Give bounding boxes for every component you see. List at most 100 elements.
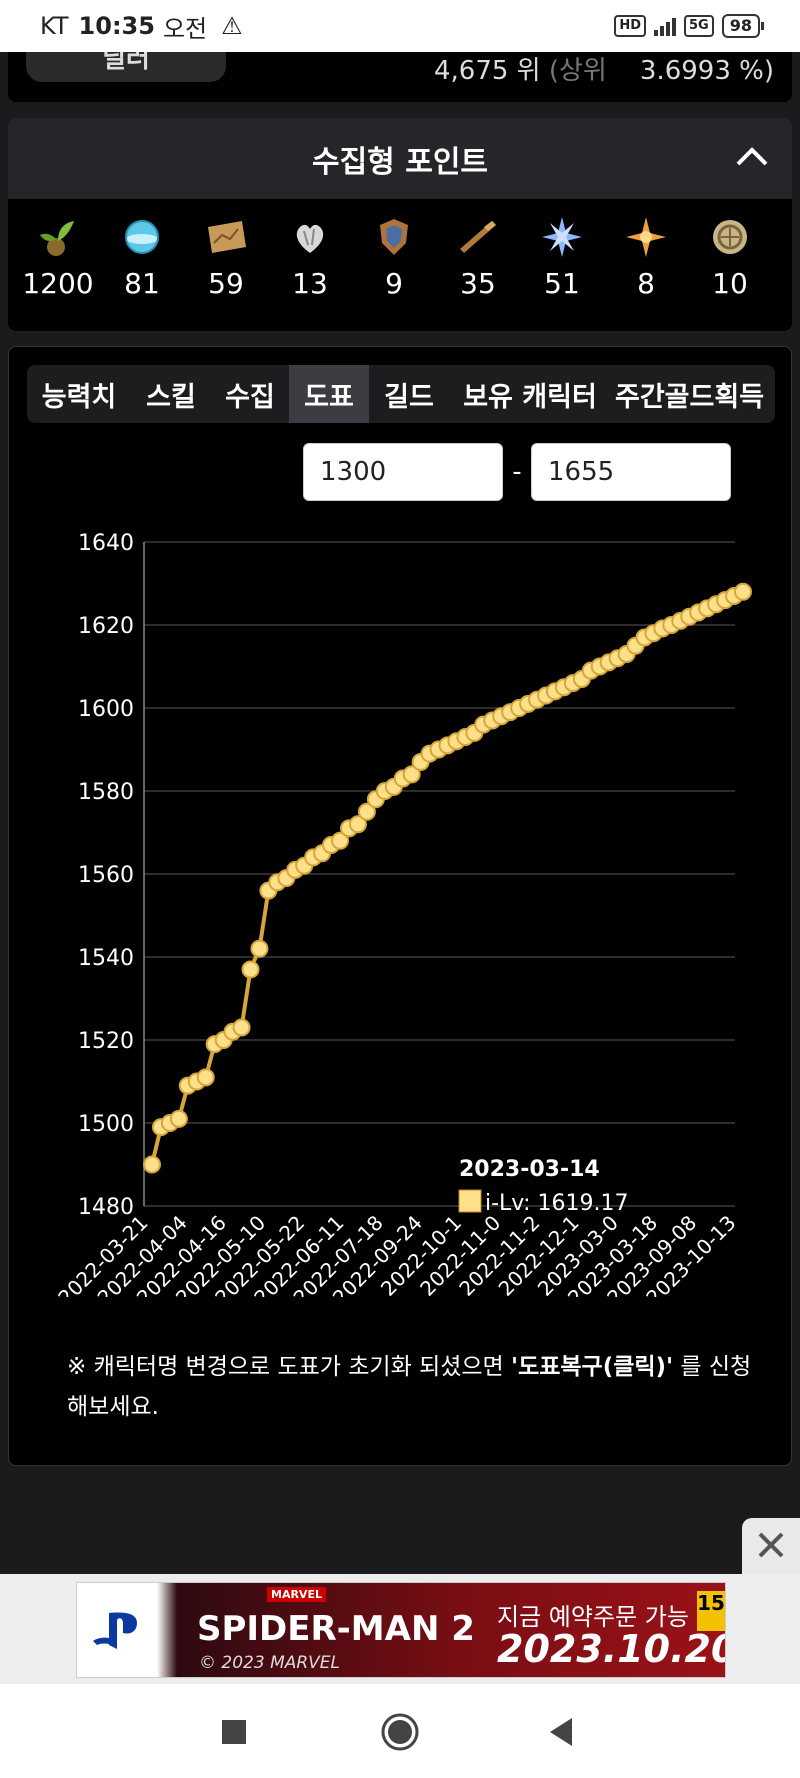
ad-close-button[interactable] [742, 1518, 800, 1576]
rank-note: (상위 [548, 56, 607, 86]
warning-icon: ⚠ [221, 12, 243, 40]
collection-section: 수집형 포인트 1200 81 59 13 9 [8, 118, 792, 331]
telescope-icon [460, 221, 496, 253]
collection-value: 51 [544, 267, 580, 300]
tab-collection[interactable]: 수집 [225, 381, 275, 413]
ad-banner[interactable]: MARVEL SPIDER-MAN 2 © 2023 MARVEL 지금 예약주… [76, 1582, 726, 1678]
collection-item-seed[interactable]: 1200 [16, 215, 100, 300]
collection-header[interactable]: 수집형 포인트 [8, 118, 792, 199]
rank-percent: 3.6993 %) [639, 56, 774, 86]
marvel-logo: MARVEL [267, 1587, 326, 1602]
collection-value: 81 [124, 267, 160, 300]
collection-item-medal[interactable]: 10 [688, 215, 772, 300]
y-tick-label: 1540 [78, 946, 134, 971]
tab-characters[interactable]: 보유 캐릭터 [463, 381, 597, 413]
nav-bar [0, 1684, 800, 1778]
item-level-chart[interactable]: 1480150015201540156015801600162016402022… [9, 497, 793, 1297]
data-point [348, 815, 367, 834]
data-point [196, 1068, 215, 1087]
collection-item-island-orb[interactable]: 81 [100, 215, 184, 300]
battery-icon: 98 [721, 14, 765, 38]
range-separator: - [512, 457, 522, 487]
series-line [150, 589, 744, 1165]
tab-bar: 능력치 스킬 수집 도표 길드 보유 캐릭터 주간골드획득 [27, 365, 775, 423]
tab-chart[interactable]: 도표 [289, 365, 369, 423]
rank-value: 4,675 위 [433, 56, 541, 86]
signal-icon [654, 16, 677, 36]
y-tick-label: 1500 [78, 1112, 134, 1137]
data-point [250, 939, 269, 958]
rank-card: 딜러 4,675 위 (상위 3.6993 %) [8, 52, 792, 102]
rank-text: 4,675 위 (상위 3.6993 %) [434, 50, 774, 87]
collection-value: 13 [292, 267, 328, 300]
collection-items: 1200 81 59 13 9 35 [8, 199, 792, 300]
collection-value: 1200 [22, 267, 94, 300]
data-point [143, 1155, 161, 1174]
crest-icon [380, 219, 408, 255]
data-point [241, 960, 260, 979]
collection-item-compass-star[interactable]: 8 [604, 215, 688, 300]
y-tick-label: 1620 [78, 614, 134, 639]
collection-title: 수집형 포인트 [311, 144, 489, 180]
range-from-input[interactable] [303, 443, 503, 501]
ad-banner-area: MARVEL SPIDER-MAN 2 © 2023 MARVEL 지금 예약주… [0, 1574, 800, 1684]
ad-copyright: © 2023 MARVEL [199, 1653, 341, 1673]
tab-stats[interactable]: 능력치 [41, 381, 117, 413]
back-icon[interactable] [540, 1710, 584, 1754]
collection-value: 9 [385, 267, 403, 300]
star-flower-icon [542, 217, 582, 257]
y-tick-label: 1520 [78, 1029, 134, 1054]
home-icon[interactable] [378, 1710, 422, 1754]
seed-icon [40, 221, 74, 256]
y-tick-label: 1600 [78, 697, 134, 722]
map-icon [208, 221, 246, 253]
playstation-logo [93, 1612, 137, 1649]
chevron-up-icon[interactable] [734, 142, 770, 172]
y-tick-label: 1640 [78, 531, 134, 556]
ad-subtitle: 지금 예약주문 가능 [497, 1603, 689, 1631]
y-tick-label: 1560 [78, 863, 134, 888]
collection-value: 10 [712, 267, 748, 300]
collection-item-telescope[interactable]: 35 [436, 215, 520, 300]
collection-value: 59 [208, 267, 244, 300]
network-5g-icon: 5G [684, 15, 714, 37]
collection-item-giant-heart[interactable]: 13 [268, 215, 352, 300]
tab-guild[interactable]: 길드 [384, 381, 434, 413]
chart-panel: 능력치 스킬 수집 도표 길드 보유 캐릭터 주간골드획득 - 1480 1500… [8, 346, 792, 1466]
medal-icon [713, 220, 747, 254]
hd-voice-icon: HD [614, 15, 647, 37]
ad-date: 2023.10.20 [497, 1627, 726, 1671]
age-rating-badge: 15 [697, 1591, 725, 1631]
collection-item-crest[interactable]: 9 [352, 215, 436, 300]
level-range: - [303, 443, 731, 501]
carrier-label: KT [40, 12, 69, 40]
range-to-input[interactable] [531, 443, 731, 501]
tooltip-swatch [458, 1189, 482, 1213]
collection-item-star-flower[interactable]: 51 [520, 215, 604, 300]
data-point [331, 831, 350, 850]
status-icons: HD 5G 98 [614, 14, 765, 38]
y-tick-label: 1580 [78, 780, 134, 805]
clock-time: 10:35 [78, 12, 155, 40]
tab-skills[interactable]: 스킬 [146, 381, 196, 413]
tooltip-date: 2023-03-14 [459, 1157, 600, 1182]
tooltip-value: i-Lv: 1619.17 [485, 1191, 629, 1216]
tab-weekly-gold[interactable]: 주간골드획득 [615, 381, 765, 413]
collection-value: 35 [460, 267, 496, 300]
close-icon [758, 1532, 784, 1558]
recents-icon[interactable] [212, 1710, 256, 1754]
data-point [169, 1109, 188, 1128]
data-point [402, 765, 421, 784]
class-badge: 딜러 [26, 52, 226, 82]
island-orb-icon [125, 220, 159, 254]
ad-title: SPIDER-MAN 2 [197, 1609, 475, 1649]
note-prefix: ※ 캐릭터명 변경으로 도표가 초기화 되셨으면 [67, 1354, 512, 1380]
collection-value: 8 [637, 267, 655, 300]
restore-chart-link[interactable]: '도표복구(클릭)' [511, 1354, 674, 1380]
data-point [232, 1018, 251, 1037]
compass-star-icon [626, 217, 666, 257]
chart-note: ※ 캐릭터명 변경으로 도표가 초기화 되셨으면 '도표복구(클릭)' 를 신청… [67, 1347, 757, 1427]
note-suffix: 를 신청해보세요. [67, 1354, 752, 1420]
collection-item-map[interactable]: 59 [184, 215, 268, 300]
